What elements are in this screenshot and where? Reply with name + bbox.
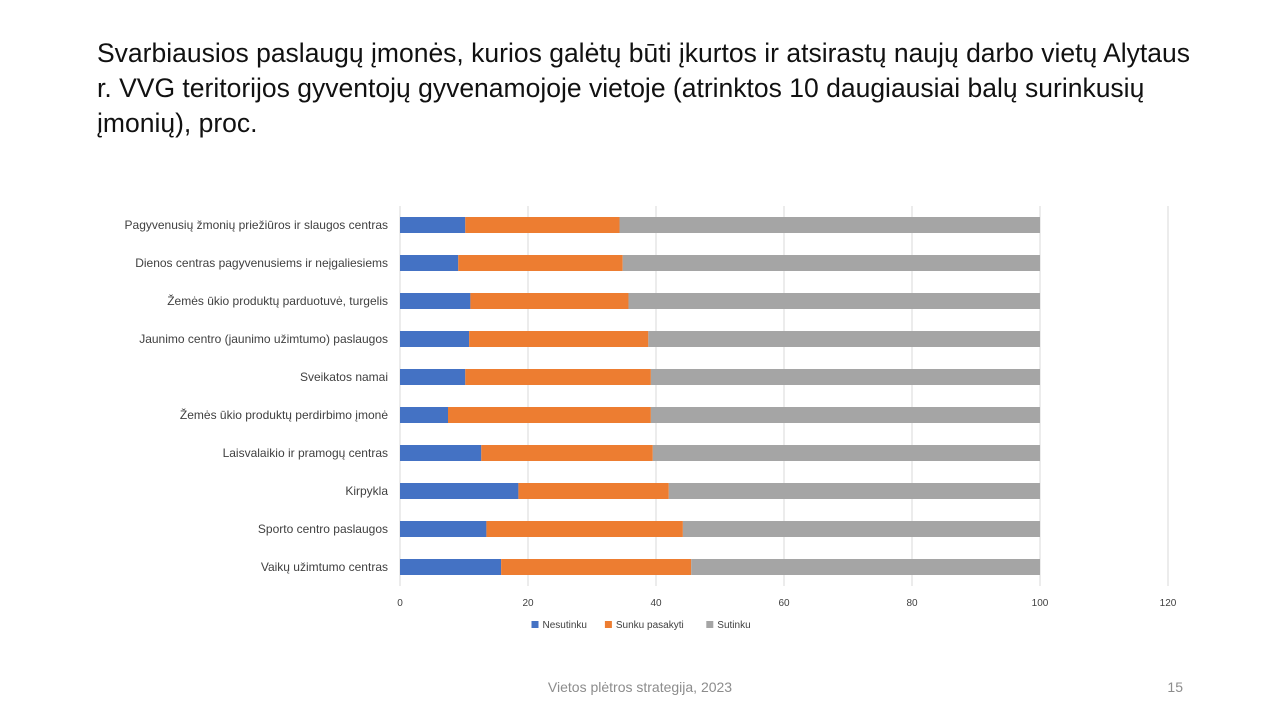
bar-segment <box>668 483 1040 499</box>
slide-number: 15 <box>1167 679 1183 695</box>
category-label: Laisvalaikio ir pramogų centras <box>223 446 388 460</box>
slide-title: Svarbiausios paslaugų įmonės, kurios gal… <box>97 38 1190 138</box>
bar-segment <box>400 369 466 385</box>
bar-segment <box>400 483 519 499</box>
bar-segment <box>400 407 448 423</box>
bar-segment <box>458 255 623 271</box>
x-tick-label: 100 <box>1032 598 1049 609</box>
bar-segment <box>400 217 466 233</box>
legend-swatch <box>604 621 612 628</box>
bar-segment <box>400 293 471 309</box>
bar-segment <box>481 445 653 461</box>
bar-segment <box>470 293 629 309</box>
legend-label: Nesutinku <box>543 620 587 631</box>
category-label: Žemės ūkio produktų perdirbimo įmonė <box>180 407 388 422</box>
bar-segment <box>400 521 487 537</box>
x-tick-label: 20 <box>522 598 534 609</box>
category-label: Sporto centro paslaugos <box>258 522 388 536</box>
bar-segment <box>518 483 669 499</box>
bar-segment <box>501 559 692 575</box>
value-axis: 0 20 40 60 80 100 120 <box>397 598 1177 609</box>
bar-segment <box>486 521 683 537</box>
legend-swatch <box>531 621 539 628</box>
legend-label: Sunku pasakyti <box>616 620 684 631</box>
bar-segment <box>648 331 1040 347</box>
bar-segment <box>650 369 1040 385</box>
legend-label: Sutinku <box>717 620 750 631</box>
x-tick-label: 120 <box>1160 598 1177 609</box>
bar-segment <box>448 407 651 423</box>
category-label: Dienos centras pagyvenusiems ir neįgalie… <box>135 256 388 270</box>
bar-segment <box>652 445 1040 461</box>
bar-segment <box>465 369 651 385</box>
chart-bars <box>400 217 1040 575</box>
category-label: Pagyvenusių žmonių priežiūros ir slaugos… <box>125 218 388 232</box>
category-label: Sveikatos namai <box>300 370 388 384</box>
category-label: Vaikų užimtumo centras <box>261 560 388 574</box>
bar-segment <box>691 559 1040 575</box>
bar-segment <box>682 521 1040 537</box>
bar-segment <box>628 293 1040 309</box>
category-label: Jaunimo centro (jaunimo užimtumo) paslau… <box>139 332 388 346</box>
x-tick-label: 0 <box>397 598 403 609</box>
bar-segment <box>400 559 502 575</box>
bar-segment <box>622 255 1040 271</box>
legend-swatch <box>706 621 714 628</box>
bar-segment <box>400 445 482 461</box>
footer-text: Vietos plėtros strategija, 2023 <box>547 679 733 695</box>
x-tick-label: 40 <box>650 598 662 609</box>
bar-segment <box>400 255 459 271</box>
bar-segment <box>650 407 1040 423</box>
x-tick-label: 80 <box>906 598 918 609</box>
x-tick-label: 60 <box>778 598 790 609</box>
category-label: Žemės ūkio produktų parduotuvė, turgelis <box>167 293 388 308</box>
chart-legend: Nesutinku Sunku pasakyti Sutinku <box>531 620 751 631</box>
category-label: Kirpykla <box>345 484 388 498</box>
bar-segment <box>465 217 620 233</box>
bar-segment <box>469 331 649 347</box>
bar-segment <box>400 331 470 347</box>
category-axis: Pagyvenusių žmonių priežiūros ir slaugos… <box>125 218 389 574</box>
bar-segment <box>619 217 1040 233</box>
